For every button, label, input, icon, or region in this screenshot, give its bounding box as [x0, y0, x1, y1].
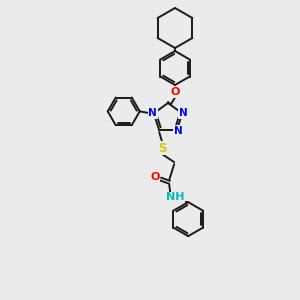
Text: O: O	[170, 87, 180, 97]
Text: N: N	[148, 108, 157, 118]
Text: N: N	[179, 108, 188, 118]
Text: N: N	[174, 126, 183, 136]
Text: S: S	[158, 142, 167, 154]
Text: NH: NH	[166, 192, 184, 202]
Text: O: O	[151, 172, 160, 182]
